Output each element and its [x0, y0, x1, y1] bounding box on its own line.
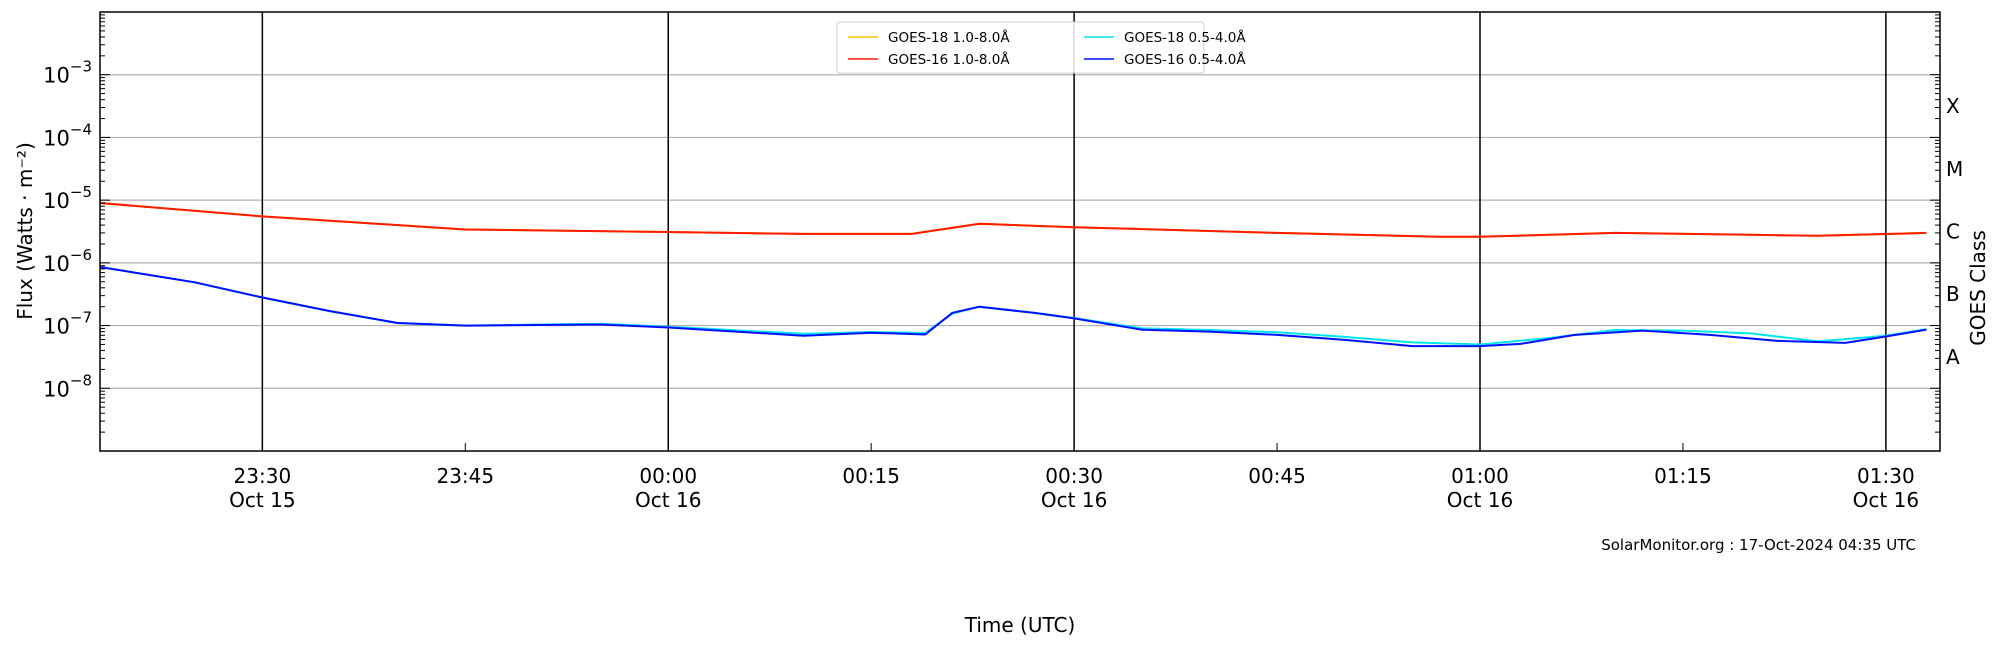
- x-tick-time: 23:30: [234, 464, 292, 488]
- y-axis-label: Flux (Watts · m⁻²): [13, 142, 37, 320]
- x-tick-time: 00:45: [1248, 464, 1306, 488]
- y-tick-label: 10−8: [43, 371, 92, 401]
- legend-label: GOES-18 1.0-8.0Å: [888, 29, 1010, 46]
- right-axis-label: GOES Class: [1966, 230, 1990, 346]
- y-tick-label: 10−7: [43, 309, 92, 339]
- legend: GOES-18 1.0-8.0Å GOES-16 1.0-8.0Å GOES-18 …: [836, 21, 1246, 74]
- y-tick-exponent: −5: [70, 183, 92, 201]
- x-axis-label: Time (UTC): [964, 613, 1076, 637]
- y-tick-base: 10: [43, 315, 70, 339]
- y-tick-label: 10−6: [43, 246, 92, 276]
- x-tick-time: 23:45: [436, 464, 494, 488]
- axis-ticks: [100, 14, 1940, 452]
- goes-class-label: M: [1946, 157, 1963, 181]
- goes-class-label: X: [1946, 94, 1960, 118]
- legend-label: GOES-16 1.0-8.0Å: [888, 51, 1010, 68]
- series-line-3: [99, 266, 1927, 346]
- legend-label: GOES-18 0.5-4.0Å: [1124, 29, 1246, 46]
- y-tick-labels: 10−310−410−510−610−710−8: [43, 58, 92, 402]
- x-tick-date: Oct 16: [1853, 488, 1919, 512]
- y-tick-base: 10: [43, 189, 70, 213]
- x-tick-time: 00:30: [1045, 464, 1103, 488]
- grid: [100, 74, 1940, 389]
- y-tick-base: 10: [43, 252, 70, 276]
- x-tick-date: Oct 16: [1041, 488, 1107, 512]
- y-tick-label: 10−4: [43, 120, 92, 150]
- legend-box: [836, 21, 1205, 74]
- y-tick-exponent: −3: [70, 58, 92, 76]
- series-lines: [99, 202, 1927, 348]
- y-tick-base: 10: [43, 377, 70, 401]
- plot-frame: [99, 11, 1941, 452]
- goes-class-label: A: [1946, 345, 1960, 369]
- y-tick-exponent: −4: [70, 120, 92, 138]
- y-tick-base: 10: [43, 64, 70, 88]
- goes-class-label: C: [1946, 220, 1960, 244]
- y-tick-base: 10: [43, 126, 70, 150]
- x-tick-date: Oct 16: [1447, 488, 1513, 512]
- goes-class-label: B: [1946, 282, 1960, 306]
- x-tick-time: 01:00: [1451, 464, 1509, 488]
- x-tick-time: 01:30: [1857, 464, 1915, 488]
- y-tick-label: 10−3: [43, 58, 92, 88]
- legend-label: GOES-16 0.5-4.0Å: [1124, 51, 1246, 68]
- watermark: SolarMonitor.org : 17-Oct-2024 04:35 UTC: [1601, 536, 1916, 554]
- y-tick-exponent: −7: [70, 309, 92, 327]
- y-tick-label: 10−5: [43, 183, 92, 213]
- goes-class-labels: X M C B A: [1946, 94, 1963, 369]
- series-line-4: [99, 266, 1927, 348]
- x-tick-time: 01:15: [1654, 464, 1712, 488]
- y-tick-exponent: −6: [70, 246, 92, 264]
- x-tick-date: Oct 15: [229, 488, 295, 512]
- time-marker-lines: [261, 12, 1887, 451]
- series-line-1: [99, 202, 1927, 238]
- y-tick-exponent: −8: [70, 371, 92, 389]
- series-line-2: [99, 202, 1927, 238]
- x-tick-time: 00:15: [842, 464, 900, 488]
- x-tick-date: Oct 16: [635, 488, 701, 512]
- x-tick-time: 00:00: [639, 464, 697, 488]
